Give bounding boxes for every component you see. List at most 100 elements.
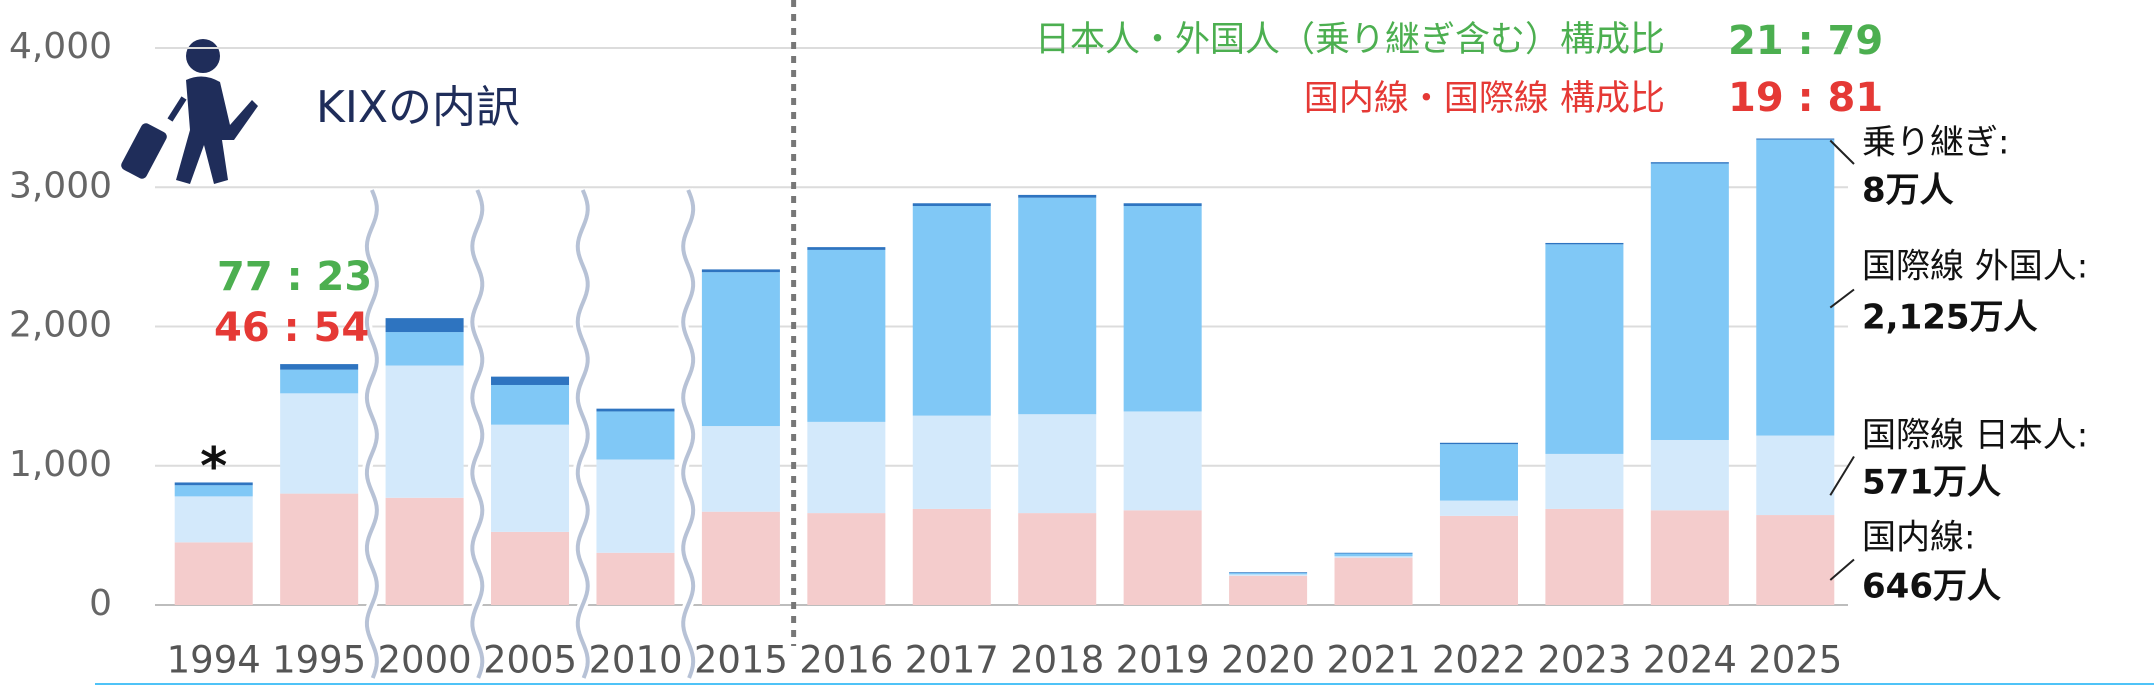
bar-segment [1018, 513, 1097, 605]
value-label: 2,125万人 [1862, 298, 2038, 338]
x-tick-label: 2025 [1748, 639, 1842, 682]
bar-segment [1123, 206, 1202, 412]
series-label: 乗り継ぎ: [1862, 123, 2009, 163]
bar-segment [280, 493, 359, 605]
bar-segment [1334, 552, 1413, 554]
bar-segment [174, 496, 253, 543]
bar-segment [1545, 453, 1624, 509]
x-tick-label: 2019 [1116, 639, 1210, 682]
bar-segment [491, 424, 570, 532]
y-tick-label: 3,000 [9, 165, 112, 206]
bar-segment [1650, 510, 1729, 605]
axis-break [681, 189, 696, 679]
bar-segment [701, 272, 780, 427]
bar-segment [701, 426, 780, 512]
bar-segment [491, 531, 570, 605]
bar-segment [1018, 194, 1097, 198]
series-label: 国際線 日本人: [1862, 416, 2088, 456]
bar-segment [1756, 515, 1835, 605]
bar-segment [1123, 510, 1202, 605]
x-tick-label: 2023 [1537, 639, 1631, 682]
bar-segment [1229, 572, 1308, 573]
ratio-value: 19 : 81 [1728, 75, 1883, 121]
bar-segment [280, 364, 359, 370]
bar-segment [807, 247, 886, 250]
leader-line [1829, 139, 1855, 165]
x-tick-label: 2016 [799, 639, 893, 682]
bar-segment [807, 421, 886, 514]
bar-segment [1545, 242, 1624, 245]
bar-segment [701, 511, 780, 605]
bar-segment [1439, 442, 1518, 445]
bar-segment [174, 485, 253, 497]
bar-segment [1123, 411, 1202, 511]
ratio-heading: 日本人・外国人（乗り継ぎ含む）構成比 [1035, 20, 1665, 60]
x-tick-label: 1994 [167, 639, 261, 682]
x-tick-label: 2017 [905, 639, 999, 682]
bar-segment [1334, 553, 1413, 557]
axis-break [575, 189, 590, 679]
bar-segment [1545, 244, 1624, 454]
bar-segment [1650, 439, 1729, 511]
leader-line [1829, 288, 1855, 309]
x-tick-label: 1995 [272, 639, 366, 682]
asterisk: * [200, 437, 227, 497]
y-tick-label: 4,000 [9, 26, 112, 67]
bar-segment [174, 542, 253, 605]
bar-segment [385, 318, 464, 333]
x-tick-label: 2000 [378, 639, 472, 682]
bar-segment [807, 249, 886, 422]
leader-line [1829, 455, 1855, 496]
value-label: 8万人 [1862, 171, 1954, 211]
leader-line [1829, 558, 1855, 581]
bar-segment [596, 552, 675, 605]
bar-segment [1334, 557, 1413, 605]
bar-segment [1756, 435, 1835, 516]
x-tick-label: 2024 [1643, 639, 1737, 682]
bar-segment [912, 508, 991, 605]
traveler-icon [121, 39, 258, 184]
bar-segment [596, 411, 675, 460]
bar-segment [1439, 444, 1518, 501]
bar-segment [174, 482, 253, 486]
ratio-heading: 国内線・国際線 構成比 [1304, 79, 1665, 119]
bar-segment [280, 369, 359, 394]
bar-segment [912, 203, 991, 207]
bar-segment [280, 393, 359, 494]
bar-segment [912, 415, 991, 509]
axis-break [470, 189, 485, 679]
bar-segment [491, 384, 570, 425]
bar-segment [1018, 414, 1097, 514]
x-tick-label: 2010 [588, 639, 682, 682]
value-label: 646万人 [1862, 567, 2001, 607]
bar-segment [1439, 500, 1518, 516]
series-label: 国内線: [1862, 518, 1975, 558]
bar-segment [807, 513, 886, 605]
bar-segment [1756, 139, 1835, 436]
panel-title: KIXの内訳 [316, 82, 520, 133]
bar-segment [385, 332, 464, 366]
bar-segment [1018, 197, 1097, 415]
x-tick-label: 2018 [1010, 639, 1104, 682]
x-tick-label: 2015 [694, 639, 788, 682]
axis-break [364, 189, 379, 679]
x-tick-label: 2022 [1432, 639, 1526, 682]
bar-segment [1650, 162, 1729, 164]
bar-segment [1650, 163, 1729, 440]
x-tick-label: 2005 [483, 639, 577, 682]
x-tick-label: 2020 [1221, 639, 1315, 682]
bar-segment [1229, 574, 1308, 576]
y-tick-label: 1,000 [9, 444, 112, 485]
series-label: 国際線 外国人: [1862, 247, 2088, 287]
bar-segment [701, 269, 780, 273]
bar-segment [1123, 203, 1202, 207]
y-tick-label: 2,000 [9, 305, 112, 346]
x-tick-label: 2021 [1326, 639, 1420, 682]
bar-segment [1545, 508, 1624, 605]
bar-segment [491, 376, 570, 385]
ratio-value: 77 : 23 [217, 254, 372, 300]
bar-segment [385, 497, 464, 605]
y-tick-label: 0 [89, 583, 112, 624]
bar-segment [1439, 515, 1518, 605]
